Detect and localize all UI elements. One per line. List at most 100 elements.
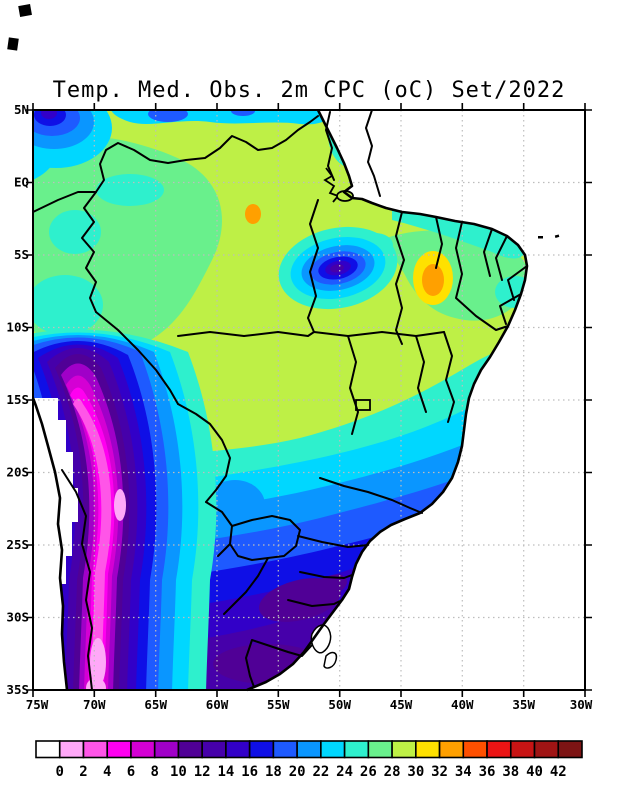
map-title: Temp. Med. Obs. 2m CPC (oC) Set/2022	[53, 78, 566, 103]
temp-fill	[49, 210, 101, 254]
colorbar-label: 28	[384, 764, 401, 780]
colorbar-label: 32	[431, 764, 448, 780]
lat-axis: 5N EQ 5S 10S 15S 20S 25S 30S 35S	[6, 102, 29, 697]
temp-fill	[205, 480, 265, 530]
colorbar-label: 34	[455, 764, 472, 780]
border-state-lat	[177, 331, 445, 337]
border-state-pr-sc	[299, 571, 353, 579]
colorbar-label: 4	[103, 764, 111, 780]
lat-label: 35S	[6, 682, 29, 697]
lon-label: 35W	[512, 697, 535, 712]
border-state-sc-rs	[287, 599, 343, 607]
colorbar-cell	[391, 740, 417, 759]
colorbar-label: 40	[526, 764, 543, 780]
border-peru-colombia	[81, 191, 97, 313]
border-state-go-ba	[443, 331, 455, 423]
colorbar-label: 18	[265, 764, 282, 780]
colorbar-cell	[415, 740, 441, 759]
colorbar-labels: 0 2 4 6 8 10 12 14 16 18 20 22 24 26 28 …	[56, 764, 567, 780]
lon-axis: 75W 70W 65W 60W 55W 50W 45W 40W 35W 30W	[26, 697, 593, 712]
colorbar-label: 42	[550, 764, 567, 780]
lat-label: 5S	[14, 247, 29, 262]
temp-fill-cold-core	[278, 226, 398, 310]
colorbar-cell	[58, 740, 85, 759]
colorbar-cell	[177, 740, 203, 759]
colorbar-cell	[153, 740, 180, 759]
temp-fill-ne-coast	[392, 206, 524, 259]
colorbar-cell	[533, 740, 560, 759]
temp-fill-warm-spot	[534, 248, 556, 266]
colorbar-label: 22	[312, 764, 329, 780]
ticks-bottom	[32, 690, 586, 697]
border-state-am-pa	[307, 199, 319, 333]
colorbar-cell	[35, 740, 61, 759]
colorbar-cell	[509, 740, 536, 759]
colorbar-cell	[343, 740, 370, 759]
lagoon-outline	[323, 651, 338, 669]
colorbar-label: 36	[479, 764, 496, 780]
lat-label: 20S	[6, 465, 29, 480]
colorbar-cell	[438, 740, 465, 759]
colorbar-cell	[82, 740, 109, 759]
temp-fill	[495, 276, 527, 308]
temp-fill-warm-spot	[422, 264, 444, 296]
temp-fill-cold-patch	[312, 574, 348, 598]
graticule	[33, 110, 585, 690]
colorbar-label: 24	[336, 764, 353, 780]
colorbar-label: 30	[407, 764, 424, 780]
border-brazil-bolivia	[177, 403, 231, 503]
temp-fill	[41, 110, 57, 119]
lagoon-outline	[310, 624, 332, 654]
colorbar-cell	[201, 740, 227, 759]
temp-fill-ne-green	[380, 230, 527, 321]
lagoa-dos-patos	[310, 624, 338, 669]
colorbar-cell	[462, 740, 488, 759]
lon-label: 30W	[570, 697, 593, 712]
atlantic-coastline	[246, 109, 529, 692]
colorbar-label: 26	[360, 764, 377, 780]
colorbar-label: 6	[127, 764, 135, 780]
temp-fill-warm-spot	[245, 204, 261, 224]
border-distrito-federal	[355, 399, 371, 411]
border-state-pa-ma	[395, 211, 405, 345]
lat-label: 30S	[6, 610, 29, 625]
colorbar-cell	[557, 740, 583, 759]
amazon-estuary	[323, 167, 354, 203]
temp-fill	[148, 110, 188, 122]
border-paraguay	[229, 515, 301, 561]
temp-fill-pink-spot	[114, 489, 126, 521]
border-state-mg-sp	[319, 477, 423, 514]
lon-label: 70W	[83, 697, 106, 712]
colorbar-cell	[225, 740, 251, 759]
ticks-left	[26, 109, 33, 691]
border-chile-argentina	[61, 469, 93, 691]
border-state	[415, 335, 427, 413]
colorbar-label: 38	[502, 764, 519, 780]
colorbar-label: 8	[150, 764, 158, 780]
lat-label: 15S	[6, 392, 29, 407]
colorbar: 0 2 4 6 8 10 12 14 16 18 20 22 24 26 28 …	[35, 740, 583, 780]
lon-label: 40W	[451, 697, 474, 712]
temp-fill	[546, 288, 586, 320]
ticks-right	[585, 109, 592, 691]
border-brazil-peru	[95, 311, 179, 405]
border-parana-river	[223, 557, 269, 615]
border-state-northeast	[435, 216, 528, 331]
island-dot	[554, 234, 560, 238]
colorbar-cell	[486, 740, 512, 759]
plot-artifact-mark	[18, 4, 32, 17]
coastlines	[31, 109, 529, 692]
lon-label: 45W	[390, 697, 413, 712]
colorbar-label: 0	[56, 764, 64, 780]
colorbar-label: 10	[170, 764, 187, 780]
lat-label: 5N	[14, 102, 29, 117]
colorbar-cell	[367, 740, 393, 759]
pacific-coastline	[31, 397, 69, 691]
colorbar-label: 12	[194, 764, 211, 780]
temp-fill	[96, 174, 164, 206]
colorbar-cell	[130, 740, 156, 759]
colorbar-label: 20	[289, 764, 306, 780]
axis-ticks	[26, 103, 592, 697]
temp-fill	[33, 275, 103, 335]
